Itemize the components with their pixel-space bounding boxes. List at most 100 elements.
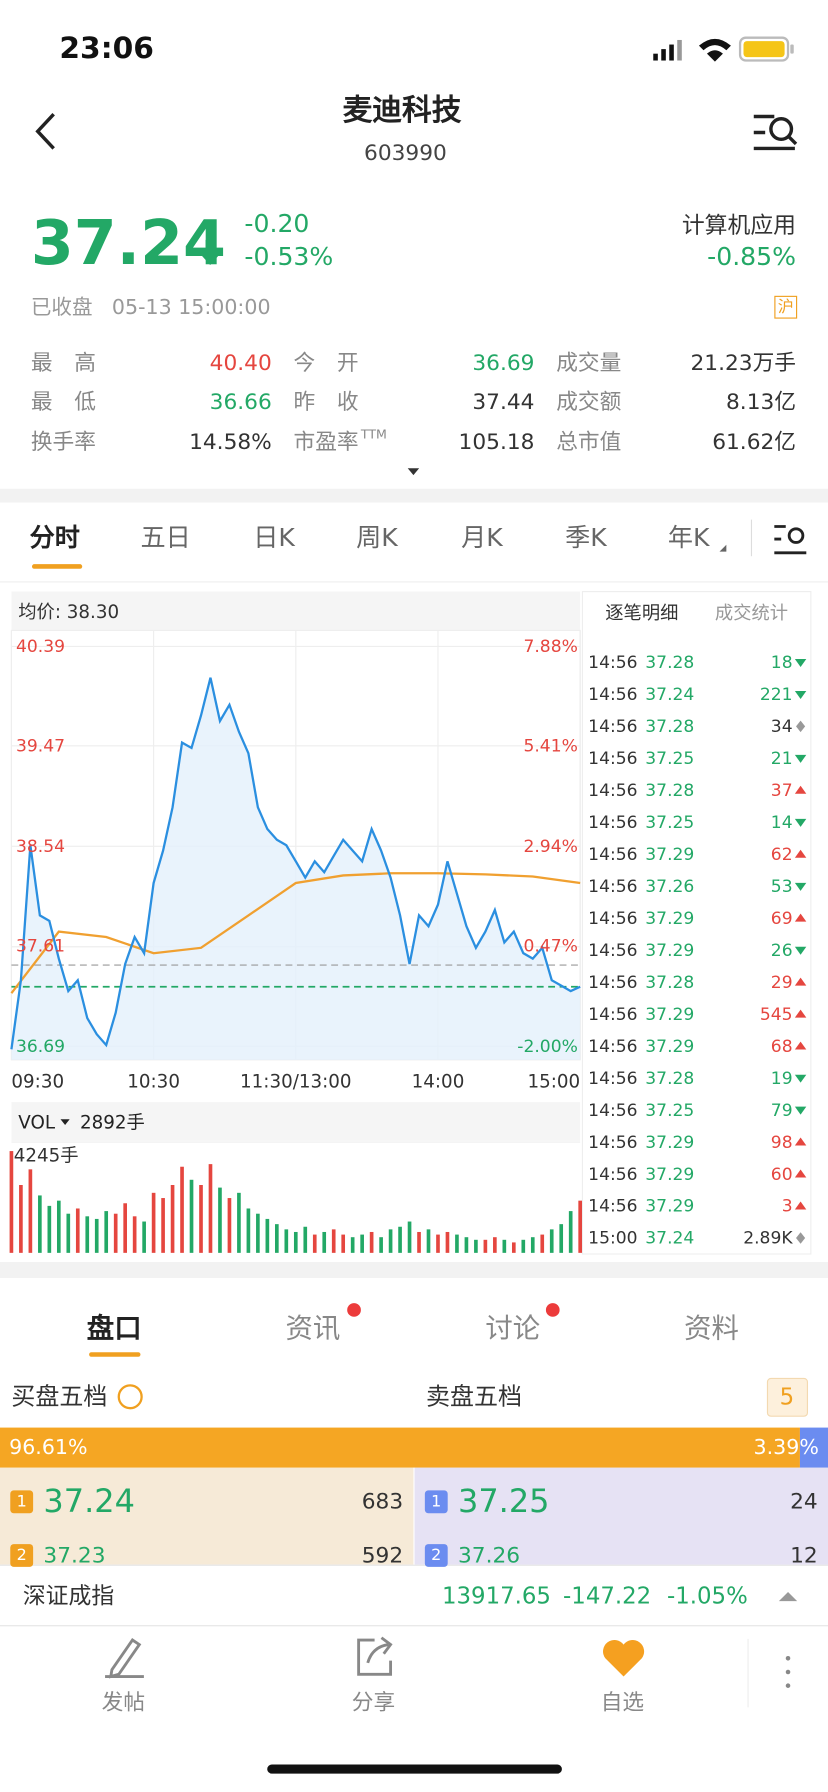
stat-label: 市盈率	[293, 428, 359, 454]
trade-volume: 19	[770, 1067, 793, 1088]
panel-tab[interactable]: 盘口	[86, 1312, 142, 1345]
volume-bar	[94, 1218, 99, 1253]
volume-bar	[104, 1211, 109, 1253]
trade-volume: 14	[770, 811, 793, 832]
volume-bar	[436, 1234, 440, 1253]
nav-label[interactable]: 分享	[351, 1689, 396, 1715]
last-price: 37.24	[30, 206, 226, 279]
expand-index[interactable]	[778, 1592, 798, 1602]
y-tick-label: 40.39	[15, 635, 66, 657]
expand-toggle[interactable]	[407, 468, 420, 476]
panel-tab[interactable]: 资料	[684, 1312, 739, 1345]
trade-volume: 69	[770, 907, 793, 928]
buy-title: 买盘五档	[11, 1382, 108, 1410]
level-badge	[424, 1490, 448, 1514]
more-button[interactable]	[785, 1656, 791, 1688]
index-bar[interactable]	[0, 1564, 828, 1627]
trade-volume: 98	[770, 1131, 793, 1152]
trade-time: 14:56	[588, 1067, 638, 1088]
menu-button[interactable]	[753, 114, 798, 151]
period-tab[interactable]: 日K	[253, 524, 295, 553]
trades-tab[interactable]: 逐笔明细	[605, 601, 679, 624]
volume-bar	[493, 1237, 497, 1253]
nav-label[interactable]: 发帖	[101, 1689, 146, 1715]
volume-bar	[85, 1216, 90, 1253]
trade-volume: 62	[770, 843, 793, 864]
period-tab[interactable]: 分时	[29, 524, 80, 553]
trade-time: 14:56	[588, 811, 638, 832]
stat-label: 成交额	[556, 388, 622, 415]
period-tab[interactable]: 五日	[140, 524, 191, 553]
trade-direction	[794, 1201, 807, 1210]
volume-bar	[388, 1229, 393, 1253]
volume-bar	[56, 1200, 61, 1253]
trades-tab[interactable]: 成交统计	[714, 601, 789, 624]
volume-bar	[113, 1213, 118, 1253]
volume-bar	[312, 1234, 317, 1253]
vol-header	[11, 1102, 581, 1141]
trade-time: 14:56	[588, 651, 638, 673]
x-tick-label: 14:00	[411, 1070, 465, 1092]
stat-value: 21.23万手	[690, 350, 797, 376]
index-value: 13917.65	[441, 1581, 551, 1610]
trade-volume: 68	[770, 1035, 793, 1056]
period-tab[interactable]: 季K	[565, 524, 607, 553]
stock-name: 麦迪科技	[342, 93, 462, 128]
panel-tab[interactable]: 讨论	[485, 1312, 541, 1345]
price-line	[10, 677, 581, 1050]
sell-title: 卖盘五档	[425, 1382, 522, 1410]
chart-settings[interactable]	[774, 525, 807, 555]
stat-label-sup: TTM	[360, 426, 387, 442]
pct-tick-label: -2.00%	[517, 1035, 578, 1056]
clock: 23:06	[59, 31, 154, 67]
trade-time: 14:56	[588, 875, 638, 896]
panel-tab[interactable]: 资讯	[285, 1312, 341, 1345]
y-tick-label: 39.47	[15, 734, 66, 756]
watch-icon[interactable]	[603, 1640, 645, 1677]
stat-label: 成交量	[556, 350, 622, 376]
period-tab[interactable]: 月K	[461, 524, 503, 553]
volume-bar	[180, 1166, 184, 1253]
volume-bar	[170, 1184, 175, 1253]
help-icon[interactable]	[117, 1384, 143, 1410]
back-button[interactable]	[35, 113, 55, 150]
trade-volume: 34	[770, 715, 793, 737]
volume-bar	[38, 1195, 42, 1253]
book-price: 37.23	[43, 1542, 106, 1568]
spacer	[9, 1421, 28, 1426]
level-badge	[424, 1544, 448, 1567]
nav-label[interactable]: 自选	[600, 1689, 645, 1715]
volume-bar	[142, 1221, 146, 1253]
sector-name[interactable]: 计算机应用	[681, 211, 797, 239]
share-icon[interactable]	[357, 1636, 393, 1676]
trade-price: 37.28	[645, 1067, 695, 1088]
down-arrow	[199, 239, 221, 265]
trade-price: 37.28	[645, 715, 695, 737]
stat-value: 40.40	[209, 350, 272, 376]
trade-time: 15:00	[588, 1227, 638, 1248]
x-tick-label: 09:30	[11, 1070, 65, 1092]
trade-volume: 3	[781, 1195, 793, 1216]
bid-bg	[0, 1467, 414, 1565]
volume-bar	[559, 1224, 564, 1253]
level-number: 2	[16, 1546, 27, 1565]
volume-bar	[47, 1205, 52, 1253]
trade-price: 37.25	[645, 747, 695, 769]
volume-bar	[303, 1226, 308, 1253]
separator	[0, 1261, 828, 1278]
post-icon[interactable]	[105, 1638, 144, 1679]
separator	[0, 581, 828, 583]
trade-time: 14:56	[588, 1099, 638, 1120]
stat-value: 61.62亿	[712, 428, 797, 454]
period-tab[interactable]: 年K	[667, 524, 710, 553]
levels[interactable]: 5	[779, 1383, 795, 1411]
volume-bar	[151, 1192, 156, 1253]
trade-price: 37.24	[645, 683, 695, 705]
period-tab[interactable]: 周K	[356, 524, 398, 553]
volume-bar	[426, 1229, 431, 1253]
avg-header	[11, 591, 581, 631]
level-number: 1	[16, 1492, 27, 1511]
level-box[interactable]	[766, 1377, 809, 1417]
stock-code: 603990	[364, 139, 447, 166]
